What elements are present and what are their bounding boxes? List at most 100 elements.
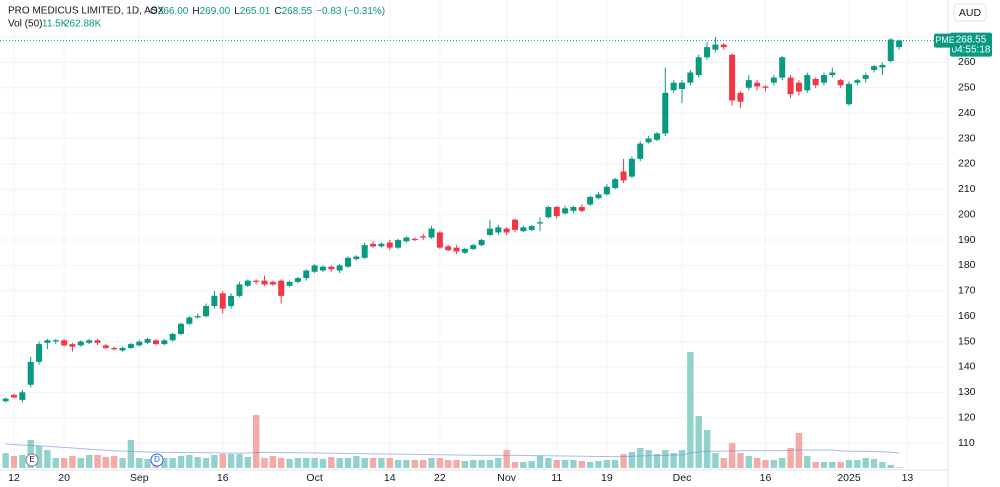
volume-bar xyxy=(895,467,903,468)
y-tick-label: 140 xyxy=(958,361,976,373)
volume-bar xyxy=(820,462,828,468)
candle-body xyxy=(228,295,235,307)
candle-body xyxy=(294,278,301,282)
candle-body xyxy=(11,394,17,398)
volume-bar xyxy=(812,462,819,468)
volume-bar xyxy=(478,460,485,468)
candle-body xyxy=(211,295,218,307)
ohlc-key: L xyxy=(234,6,240,17)
volume-bar xyxy=(737,453,744,468)
volume-bar xyxy=(428,458,435,468)
candle-body xyxy=(620,171,627,181)
candle-body xyxy=(336,265,343,271)
volume-bar xyxy=(236,454,243,468)
candle-body xyxy=(712,44,719,50)
candle-body xyxy=(69,344,76,347)
volume-bar xyxy=(311,458,318,468)
volume-bar xyxy=(319,458,327,468)
candle-body xyxy=(612,179,619,189)
candle-body xyxy=(370,243,377,247)
candle-body xyxy=(603,186,610,195)
volume-bar xyxy=(19,454,26,468)
y-tick-label: 230 xyxy=(958,132,976,144)
candle-body xyxy=(553,207,560,216)
volume-bar xyxy=(44,450,51,468)
y-tick-label: 200 xyxy=(958,208,976,220)
candle-body xyxy=(328,266,335,270)
volume-bar xyxy=(202,458,210,468)
volume-bar xyxy=(445,460,452,468)
volume-bar xyxy=(837,462,844,468)
volume-bar xyxy=(570,460,577,468)
candle-body xyxy=(662,92,669,134)
volume-bar xyxy=(77,458,84,468)
candle-body xyxy=(286,281,293,286)
volume-bar xyxy=(470,460,477,468)
candle-body xyxy=(161,340,168,345)
candle-body xyxy=(754,82,761,87)
volume-bar xyxy=(219,454,226,468)
y-tick-label: 180 xyxy=(958,259,976,271)
volume-bar xyxy=(578,460,585,468)
ohlc-value: 266.00 xyxy=(158,6,189,17)
volume-bar xyxy=(386,458,393,468)
volume-bar xyxy=(69,456,76,468)
ohlc-key: C xyxy=(274,6,281,17)
x-tick-label: 12 xyxy=(8,472,20,484)
x-tick-label: 2025 xyxy=(837,472,861,484)
volume-bar xyxy=(394,460,402,468)
candle-body xyxy=(670,82,677,91)
candle-body xyxy=(820,75,827,83)
candle-body xyxy=(512,219,518,230)
event-label[interactable]: E xyxy=(29,455,34,464)
candle-body xyxy=(278,280,285,296)
x-tick-label: 19 xyxy=(601,472,613,484)
y-tick-label: 250 xyxy=(958,82,976,94)
candle-body xyxy=(737,92,744,102)
ohlc-value: 265.01 xyxy=(240,6,271,17)
volume-bar xyxy=(845,460,853,468)
ohlc-legend: O266.00 H269.00 L265.01 C268.55 −0.83 (−0.31… xyxy=(150,6,385,17)
event-label[interactable]: D xyxy=(154,455,160,464)
volume-bar xyxy=(637,448,644,468)
volume-bar xyxy=(620,454,627,468)
y-tick-label: 220 xyxy=(958,158,976,170)
candle-body xyxy=(169,333,176,341)
event-badge[interactable] xyxy=(150,453,164,467)
x-tick-label: 16 xyxy=(217,472,229,484)
ohlc-key: H xyxy=(192,6,199,17)
volume-pane xyxy=(2,352,903,468)
candle-body xyxy=(871,66,878,70)
candle-body xyxy=(645,138,652,143)
axes: 110 120 130 140 150 160 170 180 190 200 210 220 230 2… xyxy=(8,31,976,484)
grid xyxy=(0,0,948,470)
candle-body xyxy=(319,266,326,271)
volume-bar xyxy=(495,458,502,468)
candle-body xyxy=(194,316,201,318)
candle-body xyxy=(812,78,819,86)
volume-bar xyxy=(60,458,68,468)
volume-bar xyxy=(854,460,861,468)
candle-body xyxy=(345,257,351,267)
volume-bar xyxy=(344,458,352,468)
x-tick-label: Oct xyxy=(306,472,322,484)
candle-body xyxy=(203,306,210,317)
currency[interactable]: AUD xyxy=(959,7,982,19)
candle-body xyxy=(545,207,552,218)
volume-bar xyxy=(528,460,535,468)
candle-body xyxy=(804,75,811,91)
candle-body xyxy=(311,265,318,272)
candle-body xyxy=(787,77,794,95)
volume-bar xyxy=(461,460,469,468)
candle-body xyxy=(253,280,260,282)
candle-body xyxy=(854,80,861,83)
event-badge[interactable] xyxy=(25,453,39,467)
volume-bar xyxy=(687,352,694,468)
volume-bar xyxy=(787,448,794,468)
candle-body xyxy=(44,340,51,343)
candle-body xyxy=(495,227,502,233)
candle-body xyxy=(52,340,59,342)
currency-box[interactable] xyxy=(953,3,987,22)
volume-bar xyxy=(728,442,736,468)
volume-bar xyxy=(119,458,126,468)
